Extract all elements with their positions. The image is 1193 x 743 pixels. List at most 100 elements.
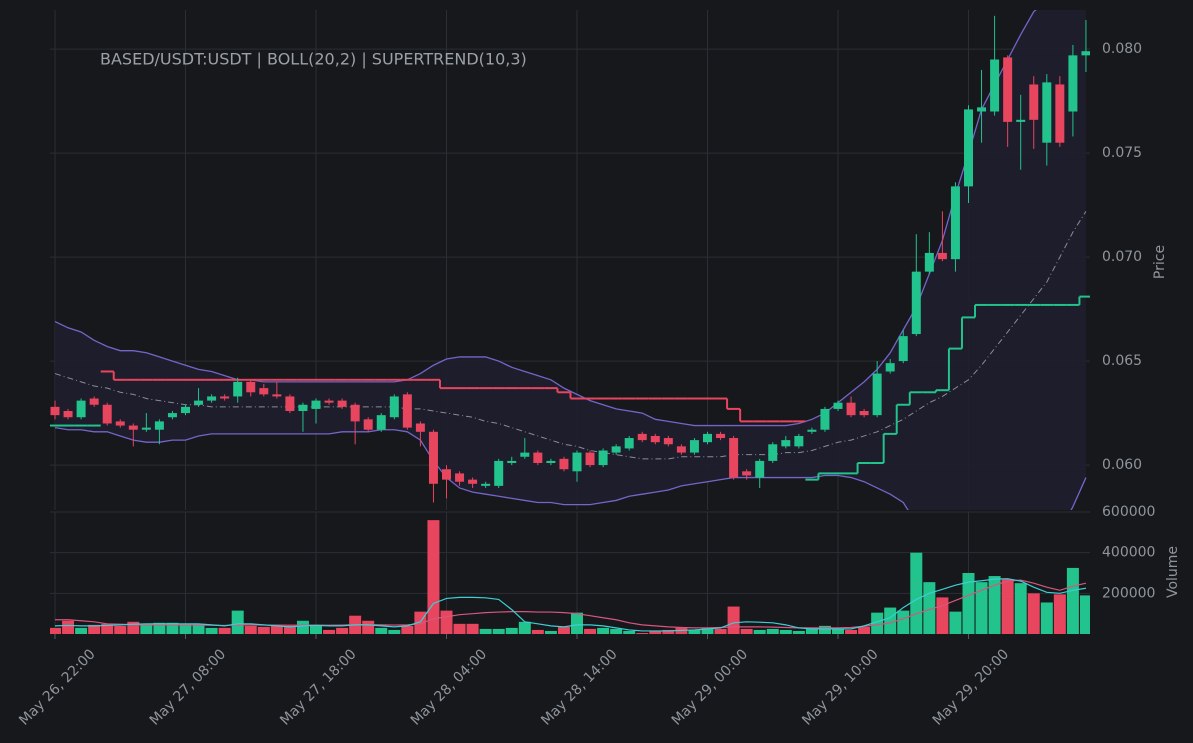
- y-tick-label: 0.060: [1102, 457, 1142, 473]
- candle-body: [141, 427, 151, 430]
- candle-body: [859, 410, 869, 416]
- volume-tick-label: 600000: [1102, 504, 1155, 520]
- candle-body: [689, 440, 699, 453]
- candle-body: [611, 446, 621, 453]
- volume-bar: [453, 623, 466, 634]
- candle-body: [1081, 51, 1090, 56]
- volume-bar: [218, 627, 231, 634]
- candle-body: [572, 452, 582, 472]
- candle-body: [442, 469, 451, 480]
- candle-body: [415, 423, 425, 432]
- y-tick-label: 0.065: [1102, 353, 1142, 369]
- volume-bar: [88, 624, 101, 634]
- candle-body: [768, 444, 778, 461]
- volume-bar: [101, 623, 114, 634]
- volume-bar: [792, 630, 805, 634]
- candle-body: [468, 479, 478, 484]
- candle-body: [76, 400, 86, 418]
- candle-body: [246, 381, 256, 393]
- volume-bar: [1053, 594, 1066, 634]
- y-tick-label: 0.070: [1102, 249, 1142, 265]
- chart-title: BASED/USDT:USDT | BOLL(20,2) | SUPERTREN…: [100, 50, 527, 69]
- volume-bar: [740, 628, 753, 634]
- volume-bar: [257, 626, 270, 634]
- volume-bar: [597, 627, 610, 634]
- volume-bar: [244, 625, 257, 634]
- volume-bar: [388, 629, 401, 634]
- candle-body: [703, 433, 712, 443]
- volume-bar: [179, 623, 192, 634]
- volume-bar: [336, 627, 349, 634]
- candle-body: [402, 394, 412, 428]
- candle-body: [598, 450, 608, 466]
- candle-body: [820, 408, 830, 430]
- candle-body: [1029, 84, 1039, 120]
- volume-bar: [479, 628, 492, 634]
- volume-bar: [949, 611, 962, 634]
- candle-body: [977, 107, 987, 112]
- volume-bar: [1040, 602, 1053, 634]
- volume-bar: [636, 632, 649, 634]
- volume-bar: [544, 630, 557, 634]
- candle-body: [911, 271, 921, 335]
- candle-body: [833, 402, 843, 409]
- volume-bar: [153, 622, 166, 634]
- volume-bar: [323, 629, 336, 634]
- volume-bar: [897, 610, 910, 634]
- volume-bar: [584, 628, 597, 634]
- volume-bar: [50, 627, 61, 634]
- candle-body: [376, 415, 386, 430]
- volume-bar: [1079, 595, 1090, 634]
- candle-body: [676, 446, 686, 453]
- candle-body: [181, 406, 190, 414]
- candle-body: [154, 421, 164, 430]
- candle-body: [637, 433, 647, 441]
- candle-body: [898, 336, 908, 362]
- candle-body: [1055, 84, 1065, 143]
- candle-body: [311, 400, 321, 409]
- volume-bar: [871, 612, 884, 634]
- volume-bar: [975, 582, 988, 634]
- volume-panel: [50, 520, 1090, 634]
- volume-bar: [701, 627, 714, 634]
- volume-bar: [714, 628, 727, 634]
- volume-bar: [610, 628, 623, 634]
- volume-bar: [571, 612, 583, 634]
- candle-body: [207, 396, 217, 401]
- volume-bar: [440, 610, 453, 634]
- volume-bar: [910, 552, 923, 634]
- volume-bar: [1027, 593, 1040, 634]
- volume-bar: [401, 625, 414, 634]
- volume-bar: [466, 623, 479, 634]
- volume-bar: [675, 627, 688, 634]
- volume-bar: [557, 626, 570, 634]
- volume-bar: [283, 625, 296, 634]
- candle-body: [520, 452, 530, 457]
- volume-bar: [662, 629, 675, 634]
- volume-tick-label: 400000: [1102, 545, 1155, 561]
- candle-body: [285, 396, 295, 411]
- volume-bar: [832, 628, 844, 634]
- candle-body: [533, 452, 543, 463]
- price-panel: [50, 10, 1090, 510]
- volume-bar: [75, 627, 88, 634]
- volume-bar: [270, 625, 283, 634]
- volume-bar: [492, 628, 505, 634]
- candle-body: [220, 396, 230, 399]
- candle-body: [950, 186, 960, 260]
- candle-body: [729, 438, 739, 478]
- candle-body: [716, 433, 726, 439]
- candle-body: [324, 400, 334, 403]
- volume-bar: [231, 610, 244, 634]
- volume-bar: [140, 623, 153, 634]
- candle-body: [507, 460, 517, 463]
- y-tick-label: 0.075: [1102, 145, 1142, 161]
- candle-body: [742, 471, 752, 476]
- bollinger-middle: [54, 211, 1087, 460]
- volume-tick-label: 200000: [1102, 585, 1155, 601]
- candle-body: [298, 404, 308, 411]
- volume-bar: [505, 627, 518, 634]
- volume-bar: [1066, 567, 1079, 634]
- candle-body: [89, 398, 99, 405]
